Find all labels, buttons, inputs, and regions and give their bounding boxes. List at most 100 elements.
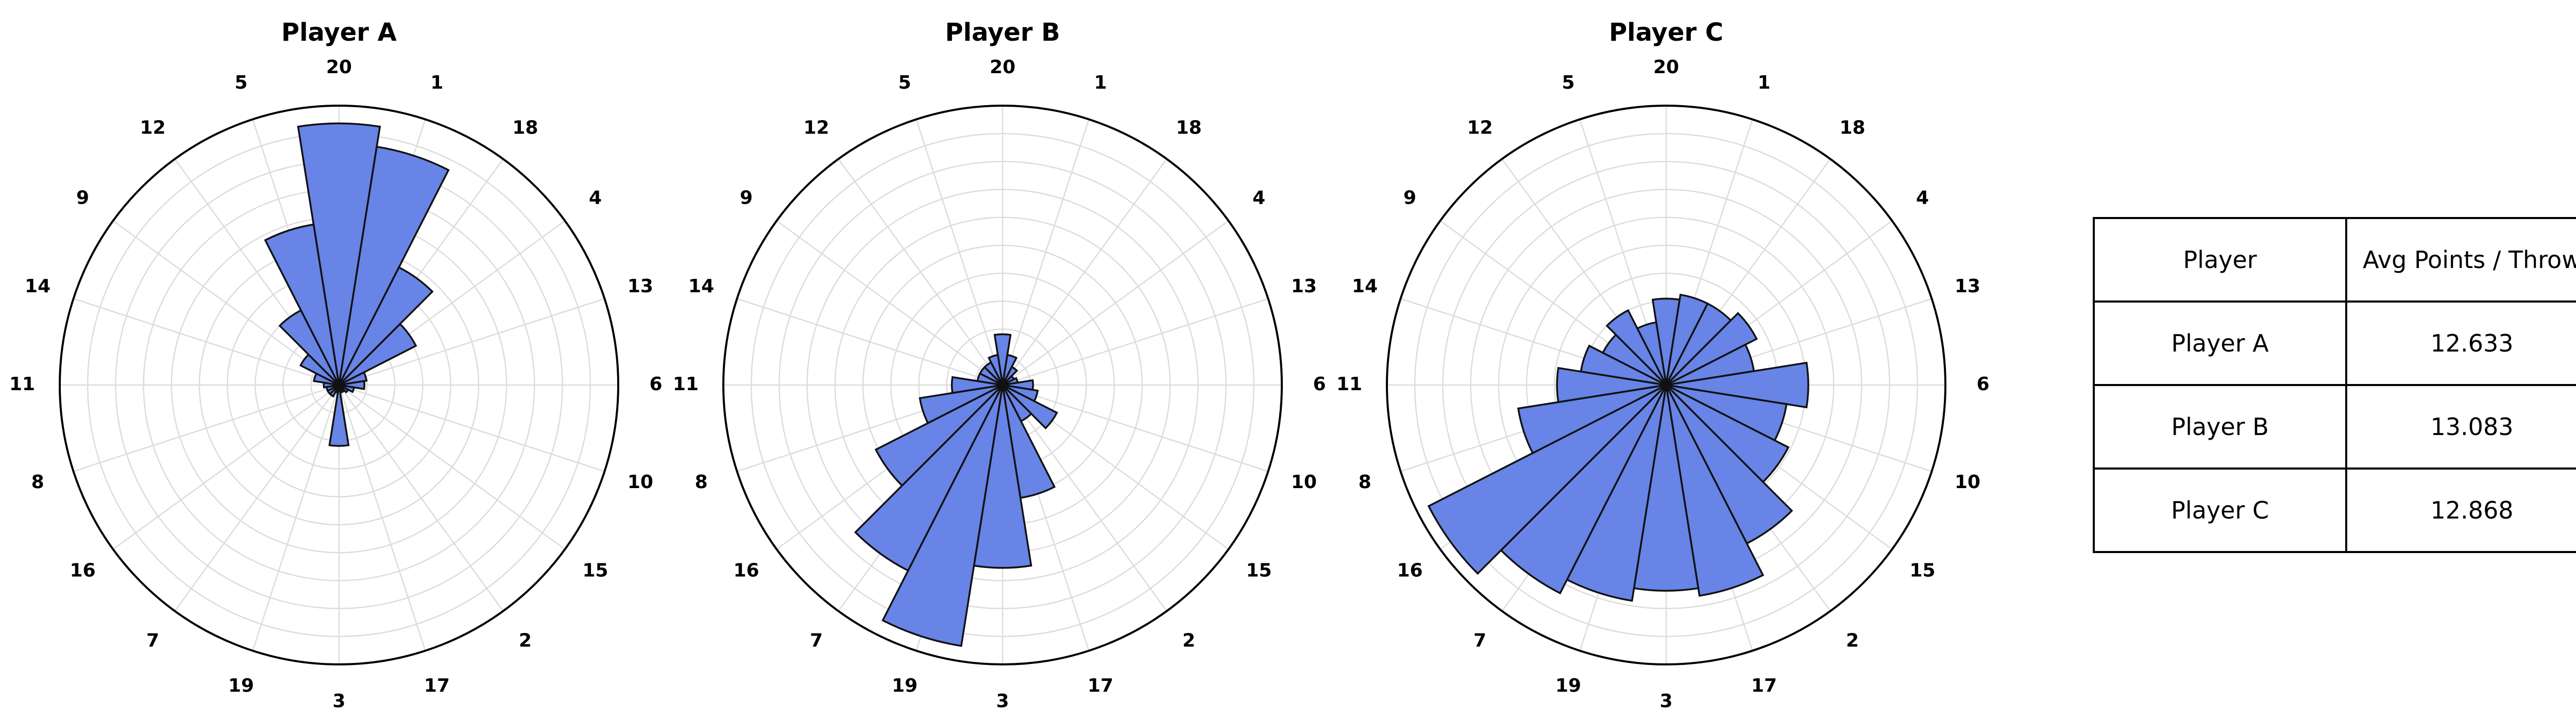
grid-spoke <box>338 385 426 651</box>
sector-label-19: 19 <box>892 675 918 696</box>
sector-label-10: 10 <box>628 472 653 493</box>
grid-spoke <box>73 298 340 386</box>
avg-points-table: Player Avg Points / Throw Player A 12.63… <box>2093 217 2576 553</box>
sector-label-18: 18 <box>1839 118 1865 139</box>
table-cell-player: Player A <box>2093 300 2347 386</box>
bar-sector-12 <box>1605 309 1667 386</box>
grid-spoke <box>1002 384 1268 472</box>
sector-label-3: 3 <box>996 691 1009 712</box>
grid-spoke <box>338 384 566 550</box>
sector-label-2: 2 <box>1846 630 1859 652</box>
bar-sector-8 <box>919 384 1003 425</box>
bar-sector-6 <box>338 380 366 390</box>
chart-title-player-a: Player A <box>281 18 397 47</box>
bar-sector-17 <box>1665 385 1765 597</box>
polar-frame <box>1386 105 1946 665</box>
chart-title-player-c: Player C <box>1609 18 1723 47</box>
sector-label-3: 3 <box>1659 691 1672 712</box>
sector-label-9: 9 <box>76 188 89 209</box>
grid-spoke <box>737 298 1003 386</box>
grid-spoke <box>1002 158 1167 386</box>
table-cell-avg: 12.868 <box>2345 467 2576 553</box>
bar-sector-13 <box>338 371 368 386</box>
sector-label-15: 15 <box>582 560 608 581</box>
sector-label-4: 4 <box>1916 188 1929 209</box>
sector-label-8: 8 <box>31 472 44 493</box>
bar-sector-7 <box>854 384 1004 572</box>
bar-sector-20 <box>297 122 381 386</box>
sector-label-7: 7 <box>146 630 159 652</box>
bar-sector-16 <box>1427 384 1667 575</box>
table-cell-player: Player B <box>2093 384 2347 470</box>
polar-chart-player-b: Player B 20 1 18 4 13 6 10 15 2 17 3 19 7 16 8 11 14 9 12 5 <box>673 18 1326 712</box>
sector-label-3: 3 <box>332 691 345 712</box>
bar-sector-4 <box>338 323 417 386</box>
sector-label-5: 5 <box>234 72 247 93</box>
sector-label-2: 2 <box>1182 630 1195 652</box>
bar-sector-18 <box>338 266 434 386</box>
sector-label-12: 12 <box>140 118 165 139</box>
bar-sector-7 <box>1500 384 1667 595</box>
bar-sector-6 <box>1666 361 1809 409</box>
bar-sector-19 <box>882 385 1004 647</box>
bar-sector-3 <box>328 385 350 447</box>
sector-label-1: 1 <box>430 72 443 93</box>
sector-label-16: 16 <box>733 560 759 581</box>
bar-sector-4 <box>1665 312 1758 386</box>
bar-sector-1 <box>338 145 450 386</box>
sector-label-6: 6 <box>1313 374 1326 395</box>
sector-label-14: 14 <box>688 276 714 297</box>
sector-label-11: 11 <box>1336 374 1362 395</box>
sector-label-11: 11 <box>673 374 699 395</box>
table-header-cell: Player <box>2093 217 2347 303</box>
polar-chart-player-a: Player A 20 1 18 4 13 6 10 15 2 17 3 19 7 16 8 11 14 9 12 5 <box>9 18 663 712</box>
sector-label-15: 15 <box>1246 560 1272 581</box>
bar-sector-5 <box>987 354 1004 386</box>
sector-label-7: 7 <box>810 630 823 652</box>
grid-spoke <box>1002 119 1090 386</box>
table-row: Player C 12.868 <box>2093 467 2576 553</box>
sector-label-19: 19 <box>1555 675 1581 696</box>
polar-chart-player-c: Player C 20 1 18 4 13 6 10 15 2 17 3 19 7 16 8 11 14 9 12 5 <box>1336 18 1990 712</box>
bar-sector-16 <box>874 384 1004 487</box>
sector-label-8: 8 <box>1359 472 1371 493</box>
sector-label-10: 10 <box>1955 472 1980 493</box>
bar-sector-15 <box>1002 384 1058 430</box>
sector-label-1: 1 <box>1094 72 1107 93</box>
sector-label-20: 20 <box>990 57 1015 78</box>
sector-label-14: 14 <box>25 276 50 297</box>
grid-spoke <box>338 298 605 386</box>
grid-spoke <box>73 384 340 472</box>
grid-spoke <box>916 119 1004 386</box>
table-cell-avg: 13.083 <box>2345 384 2576 470</box>
grid-spoke <box>338 385 504 612</box>
grid-spoke <box>252 385 340 651</box>
sector-label-6: 6 <box>649 374 662 395</box>
sector-label-15: 15 <box>1909 560 1935 581</box>
sector-label-16: 16 <box>70 560 95 581</box>
grid-spoke <box>338 384 605 472</box>
sector-label-19: 19 <box>228 675 254 696</box>
grid-spoke <box>1002 298 1268 386</box>
grid-spoke <box>776 220 1003 386</box>
sector-label-5: 5 <box>1562 72 1574 93</box>
chart-title-player-b: Player B <box>945 18 1060 47</box>
grid-spoke <box>1002 385 1167 612</box>
sector-label-17: 17 <box>1751 675 1777 696</box>
sector-label-13: 13 <box>628 276 653 297</box>
polar-frame <box>722 105 1283 665</box>
sector-label-5: 5 <box>898 72 911 93</box>
grid-spoke <box>1002 220 1229 386</box>
grid-spoke <box>112 220 340 386</box>
sector-label-9: 9 <box>740 188 753 209</box>
bar-sector-8 <box>1517 384 1667 455</box>
sector-label-20: 20 <box>326 57 352 78</box>
polar-frame <box>59 105 619 665</box>
sector-label-8: 8 <box>695 472 708 493</box>
grid-spoke <box>112 384 340 550</box>
sector-label-6: 6 <box>1976 374 1989 395</box>
bar-sector-5 <box>264 223 340 386</box>
sector-label-4: 4 <box>1252 188 1265 209</box>
sector-label-17: 17 <box>424 675 450 696</box>
